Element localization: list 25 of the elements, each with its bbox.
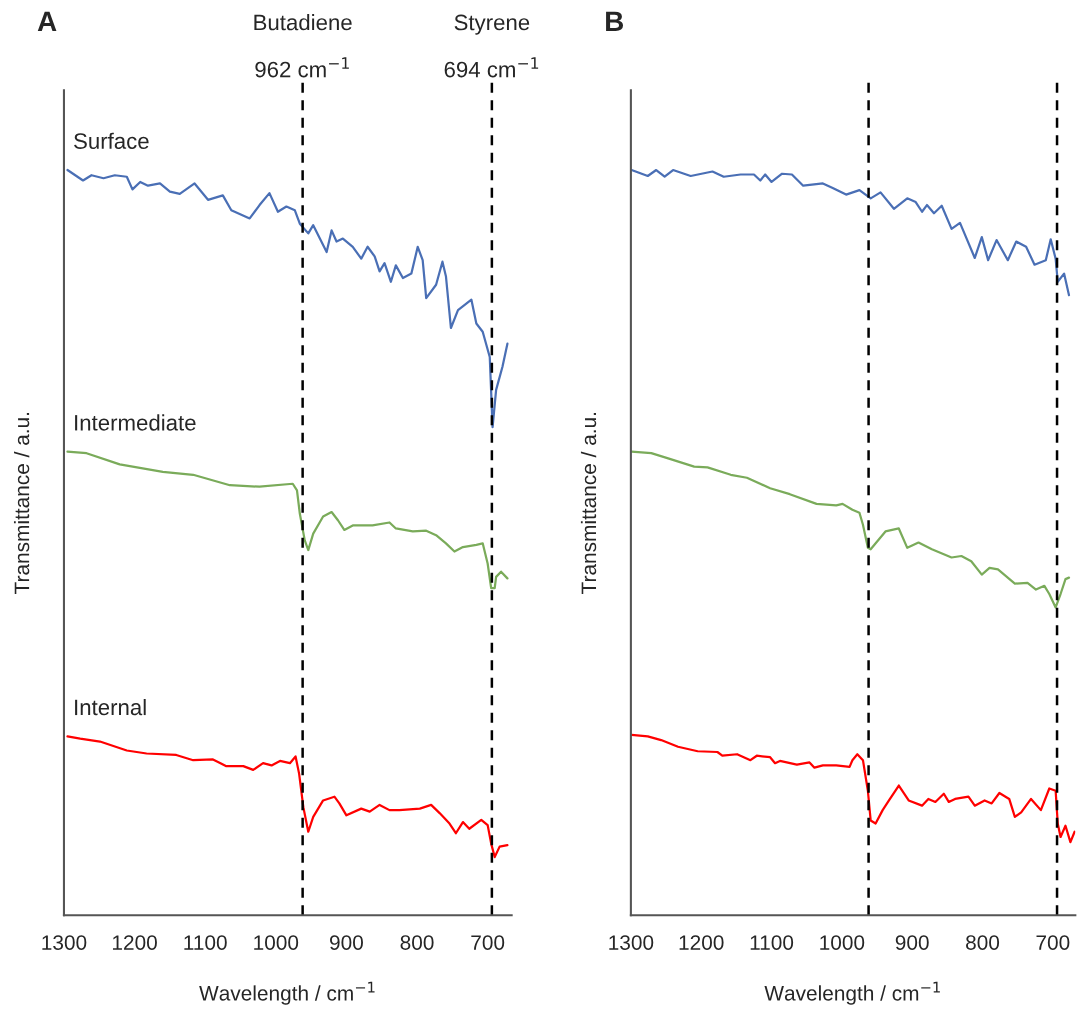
x-tick-label: 900 [895, 935, 929, 950]
chart-title: B [606, 11, 624, 31]
text: Styrene 694 cm$^{−1}$ [444, 14, 539, 78]
x-tick-label: 1000 [820, 935, 865, 950]
series-label: Surface [74, 132, 149, 149]
text: Butadiene 962 cm$^{−1}$ [254, 14, 352, 78]
x-tick-label: 800 [966, 935, 1000, 950]
x-tick-label: 1000 [254, 935, 299, 950]
x-axis-title: Wavelength / cm$^{−1}$ [199, 981, 375, 1005]
x-tick-label: 700 [471, 935, 505, 950]
x-axis-title: Wavelength / cm$^{−1}$ [764, 981, 940, 1005]
x-tick-label: 800 [400, 935, 434, 950]
x-tick-label: 1100 [184, 935, 227, 950]
y-axis-title: Transmittance / a.u. [580, 412, 597, 594]
x-tick-label: 1300 [609, 935, 654, 950]
x-tick-label: 1300 [42, 935, 87, 950]
series-label: Internal [75, 698, 146, 716]
chart-title: A [37, 11, 57, 31]
x-tick-label: 900 [330, 935, 363, 950]
series-label: Intermediate [75, 414, 196, 431]
x-tick-label: 1100 [750, 935, 794, 950]
x-tick-label: 1200 [679, 935, 724, 950]
x-tick-label: 1200 [112, 935, 157, 950]
x-tick-label: 700 [1036, 935, 1070, 950]
y-axis-title: Transmittance / a.u. [13, 412, 30, 594]
